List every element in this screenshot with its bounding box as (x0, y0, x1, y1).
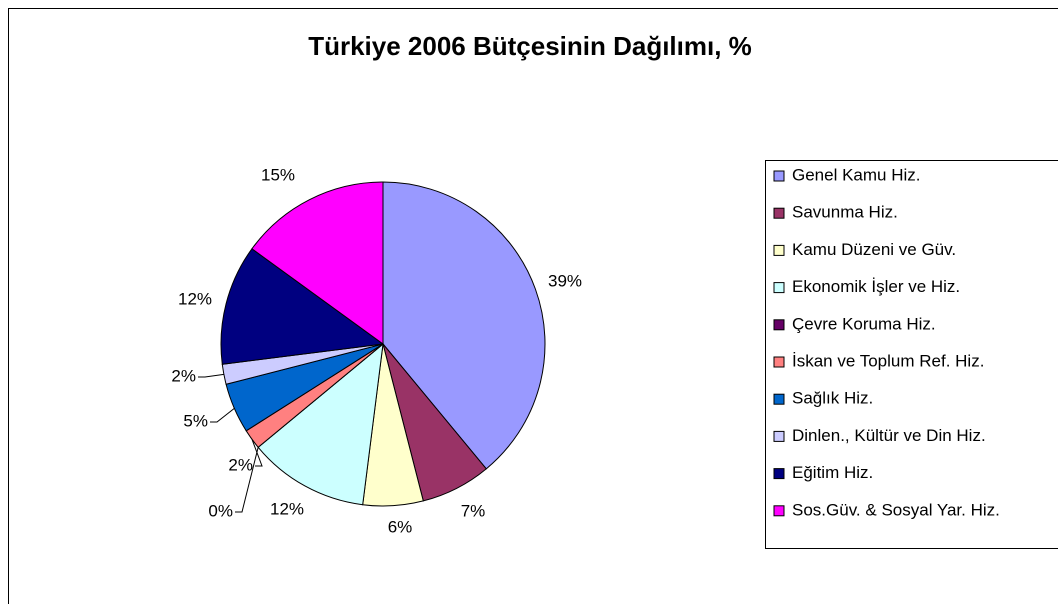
leader-line (198, 373, 224, 378)
data-label: 6% (388, 517, 413, 536)
data-label: 7% (461, 501, 486, 520)
legend-swatch (773, 430, 785, 442)
legend-swatch (773, 505, 785, 517)
legend-label: Dinlen., Kültür ve Din Hiz. (792, 426, 986, 445)
legend-swatch (773, 319, 785, 331)
legend-label: Savunma Hiz. (792, 203, 898, 222)
legend-box (765, 160, 1058, 549)
legend-swatch (773, 393, 785, 405)
chart-title: Türkiye 2006 Bütçesinin Dağılımı, % (308, 31, 752, 61)
legend-swatch (773, 282, 785, 294)
data-label: 2% (228, 455, 253, 474)
legend-label: Sağlık Hiz. (792, 389, 873, 408)
legend-swatch (773, 356, 785, 368)
leader-line (210, 407, 235, 423)
legend-label: Sos.Güv. & Sosyal Yar. Hiz. (792, 500, 1000, 519)
legend-swatch (773, 170, 785, 182)
pie-slice (382, 181, 546, 470)
data-label: 39% (548, 271, 582, 290)
data-label: 12% (270, 499, 304, 518)
pie-slice (251, 181, 384, 345)
legend-label: Çevre Koruma Hiz. (792, 314, 936, 333)
data-label: 2% (171, 366, 196, 385)
leader-line (235, 447, 259, 513)
legend-label: Genel Kamu Hiz. (792, 165, 921, 184)
data-label: 0% (208, 501, 233, 520)
pie-slice (220, 248, 385, 365)
data-label: 15% (261, 165, 295, 184)
pie-slice (257, 342, 384, 506)
legend-label: Ekonomik İşler ve Hiz. (792, 277, 960, 296)
legend-label: Eğitim Hiz. (792, 463, 873, 482)
data-label: 12% (178, 289, 212, 308)
data-label: 5% (183, 411, 208, 430)
legend-swatch (773, 468, 785, 480)
legend-label: İskan ve Toplum Ref. Hiz. (792, 351, 984, 370)
legend-swatch (773, 207, 785, 219)
legend-swatch (773, 244, 785, 256)
legend-label: Kamu Düzeni ve Güv. (792, 240, 956, 259)
leader-line (251, 439, 263, 467)
